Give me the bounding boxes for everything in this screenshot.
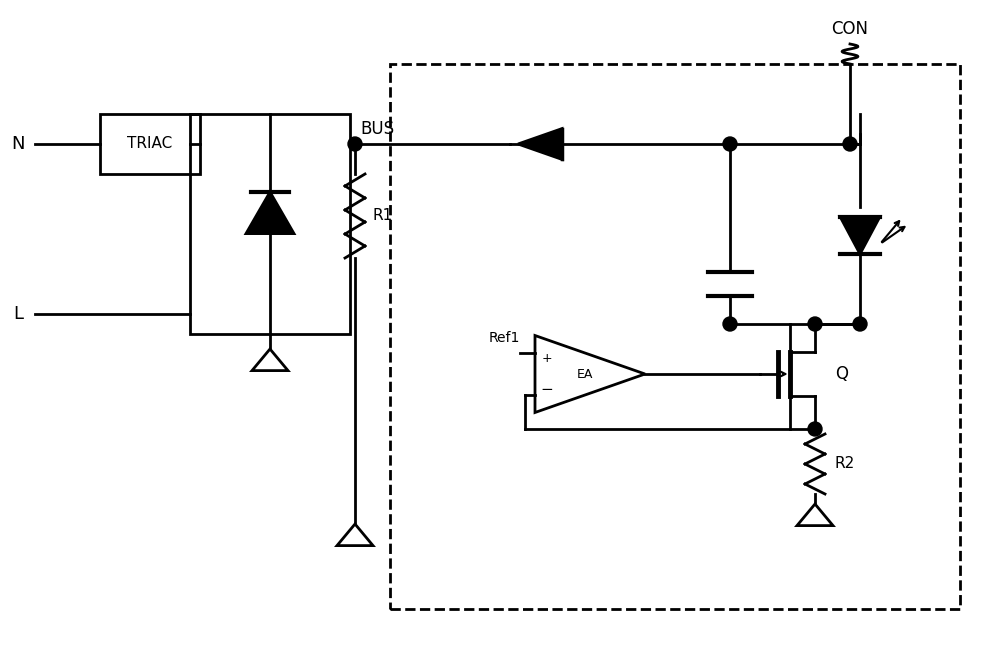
Text: BUS: BUS [360,120,394,138]
Circle shape [723,137,737,151]
Text: EA: EA [577,367,593,380]
Circle shape [723,317,737,331]
Text: CON: CON [832,20,868,38]
Text: TRIAC: TRIAC [127,137,173,151]
Bar [190,114,350,334]
Circle shape [348,137,362,151]
Bar [390,64,960,609]
Text: R2: R2 [835,457,855,471]
Text: Ref1: Ref1 [489,331,520,345]
Circle shape [808,317,822,331]
Text: +: + [542,352,552,365]
Text: N: N [11,135,25,153]
Bar [100,114,200,174]
Polygon shape [840,216,880,254]
Circle shape [843,137,857,151]
Text: Q: Q [835,365,848,383]
Text: L: L [13,305,23,323]
Polygon shape [518,129,562,159]
Text: R1: R1 [373,208,393,224]
Text: −: − [541,382,553,397]
Circle shape [808,422,822,436]
Circle shape [853,317,867,331]
Polygon shape [246,192,294,234]
